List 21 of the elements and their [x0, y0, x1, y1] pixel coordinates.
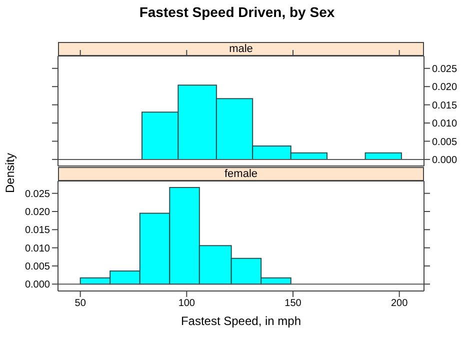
y-axis-title: Density	[3, 152, 17, 196]
y-tick-label: 0.010	[432, 118, 458, 130]
y-tick-label: 0.000	[432, 154, 458, 166]
y-tick-label: 0.025	[24, 188, 50, 200]
y-tick-label: 0.015	[24, 225, 50, 236]
x-tick-label: 200	[390, 298, 408, 310]
y-tick-label: 0.015	[432, 100, 458, 112]
x-tick-label: 100	[178, 298, 196, 310]
chart-subtitle: male	[58, 42, 424, 56]
y-tick-label: 0.005	[24, 262, 50, 272]
y-tick-label: 0.025	[432, 64, 458, 75]
y-tick-label: 0.020	[24, 207, 50, 218]
chart-subtitle: female	[58, 167, 424, 181]
y-tick-label: 0.005	[432, 136, 458, 148]
chart-title: Fastest Speed Driven, by Sex	[138, 4, 336, 20]
x-tick-label: 150	[284, 298, 302, 310]
y-tick-label: 0.000	[24, 280, 50, 291]
x-axis-title: Fastest Speed, in mph	[180, 314, 302, 328]
y-tick-label: 0.020	[432, 82, 458, 94]
x-tick-label: 50	[74, 298, 86, 310]
y-tick-label: 0.010	[24, 243, 50, 254]
